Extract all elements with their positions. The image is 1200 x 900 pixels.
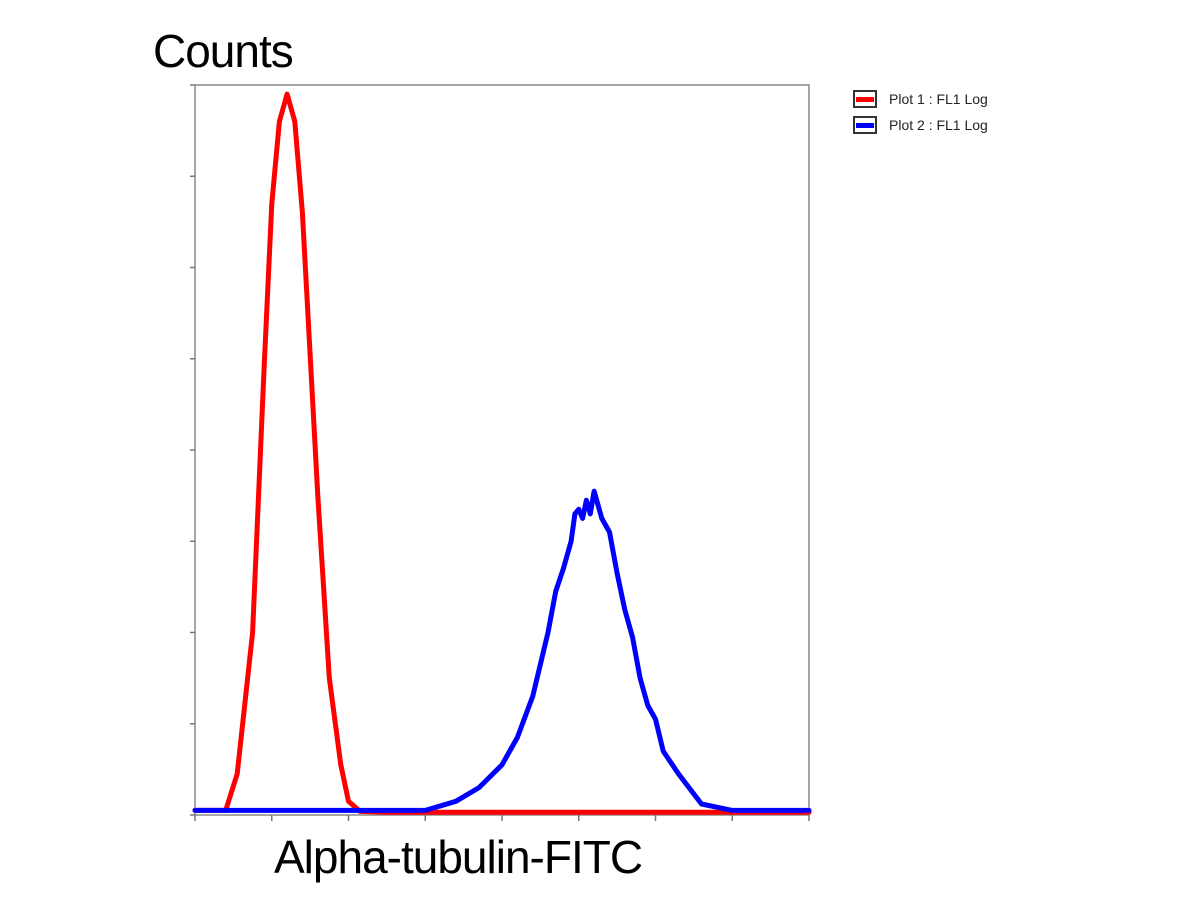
y-axis-label: Counts xyxy=(153,25,294,77)
legend: Plot 1 : FL1 Log Plot 2 : FL1 Log xyxy=(853,86,988,138)
legend-swatch-blue xyxy=(853,116,877,134)
series-line-2 xyxy=(192,488,812,813)
series-line-1 xyxy=(192,91,812,815)
legend-item-plot-1: Plot 1 : FL1 Log xyxy=(853,86,988,112)
legend-item-plot-2: Plot 2 : FL1 Log xyxy=(853,112,988,138)
legend-label: Plot 2 : FL1 Log xyxy=(889,117,988,133)
plot-frame xyxy=(194,84,810,816)
series-layer xyxy=(192,91,812,815)
x-axis-label: Alpha-tubulin-FITC xyxy=(274,831,643,883)
legend-swatch-red xyxy=(853,90,877,108)
legend-label: Plot 1 : FL1 Log xyxy=(889,91,988,107)
axis-ticks xyxy=(190,84,810,821)
